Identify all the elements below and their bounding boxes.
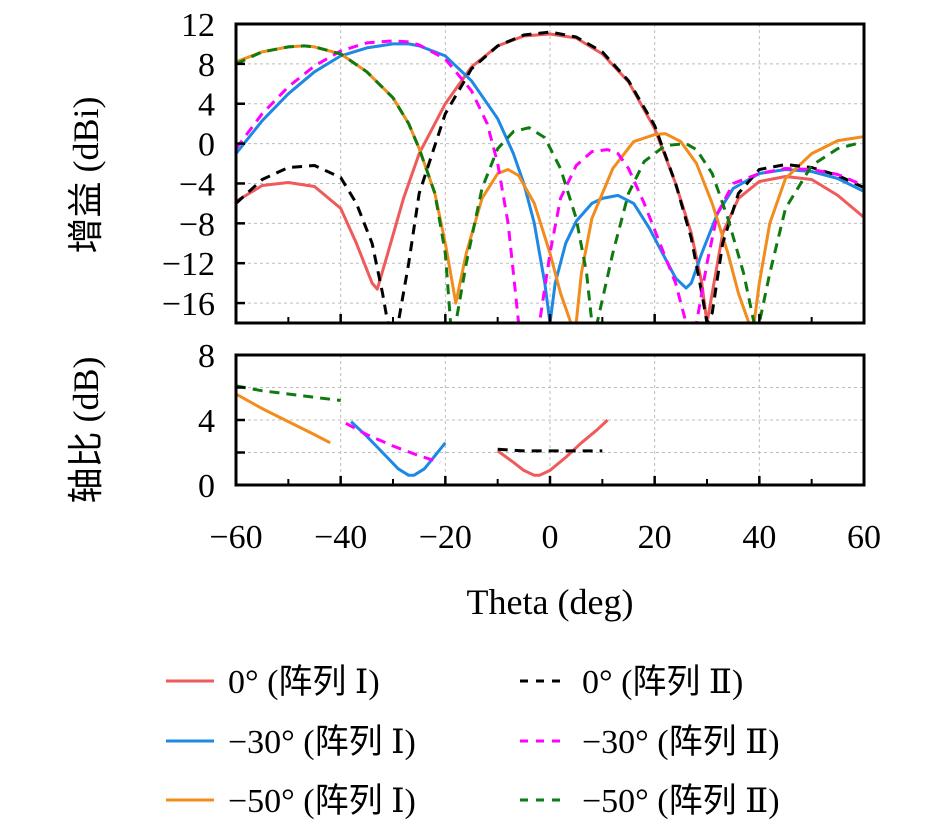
x-tick-label: 40 (742, 519, 776, 556)
series-line (345, 421, 441, 464)
legend-item: 0° (阵列 Ⅱ) (520, 663, 743, 701)
x-tick-label: −60 (209, 519, 262, 556)
x-tick-label: 0 (542, 519, 559, 556)
y-axis-title-bottom: 轴比 (dB) (66, 357, 106, 504)
series-line (496, 418, 609, 477)
x-tick-label: 60 (847, 519, 881, 556)
series-line (236, 42, 864, 323)
series-line (236, 39, 864, 323)
legend-item: −50° (阵列 Ⅱ) (520, 782, 780, 820)
grid-top (236, 24, 864, 323)
lines-top-panel (236, 30, 864, 323)
y-tick-label-top: 8 (198, 47, 215, 84)
series-line (236, 384, 341, 402)
y-tick-label-top: −8 (179, 206, 215, 243)
legend-item: 0° (阵列 Ⅰ) (166, 663, 380, 701)
series-line (236, 44, 864, 323)
legend-label: −50° (阵列 Ⅱ) (582, 782, 780, 820)
legend-label: −30° (阵列 Ⅱ) (582, 723, 780, 761)
y-tick-label-top: −12 (162, 246, 215, 283)
legend-item: −50° (阵列 Ⅰ) (166, 782, 416, 820)
y-tick-label-bottom: 8 (198, 338, 215, 375)
x-tick-label: 20 (638, 519, 672, 556)
series-line (236, 44, 864, 323)
series-line (236, 30, 864, 323)
x-tick-label: −40 (314, 519, 367, 556)
legend-label: 0° (阵列 Ⅰ) (228, 663, 380, 701)
legend: 0° (阵列 Ⅰ) 0° (阵列 Ⅱ) −30° (阵列 Ⅰ) −30° (阵列 Ⅱ)… (166, 663, 780, 820)
x-axis-title: Theta (deg) (467, 582, 634, 622)
legend-label: −50° (阵列 Ⅰ) (228, 782, 416, 820)
y-tick-label-bottom: 0 (198, 468, 215, 505)
y-axis-title-top: 增益 (dBi) (66, 97, 106, 254)
y-tick-label-bottom: 4 (198, 403, 215, 440)
y-tick-label-top: 12 (181, 7, 215, 44)
series-line (497, 447, 603, 453)
axis-ticks (236, 62, 813, 485)
y-tick-label-top: −16 (162, 286, 215, 323)
legend-item: −30° (阵列 Ⅰ) (166, 723, 416, 761)
legend-item: −30° (阵列 Ⅱ) (520, 723, 780, 761)
grid-bottom (236, 355, 864, 485)
lines-bottom-panel (236, 384, 609, 477)
y-tick-label-top: 0 (198, 127, 215, 164)
y-tick-label-top: 4 (198, 87, 215, 124)
series-line (236, 392, 331, 445)
legend-label: −30° (阵列 Ⅰ) (228, 723, 416, 761)
legend-label: 0° (阵列 Ⅱ) (582, 663, 743, 701)
x-tick-label: −20 (419, 519, 472, 556)
y-tick-label-top: −4 (179, 166, 215, 203)
